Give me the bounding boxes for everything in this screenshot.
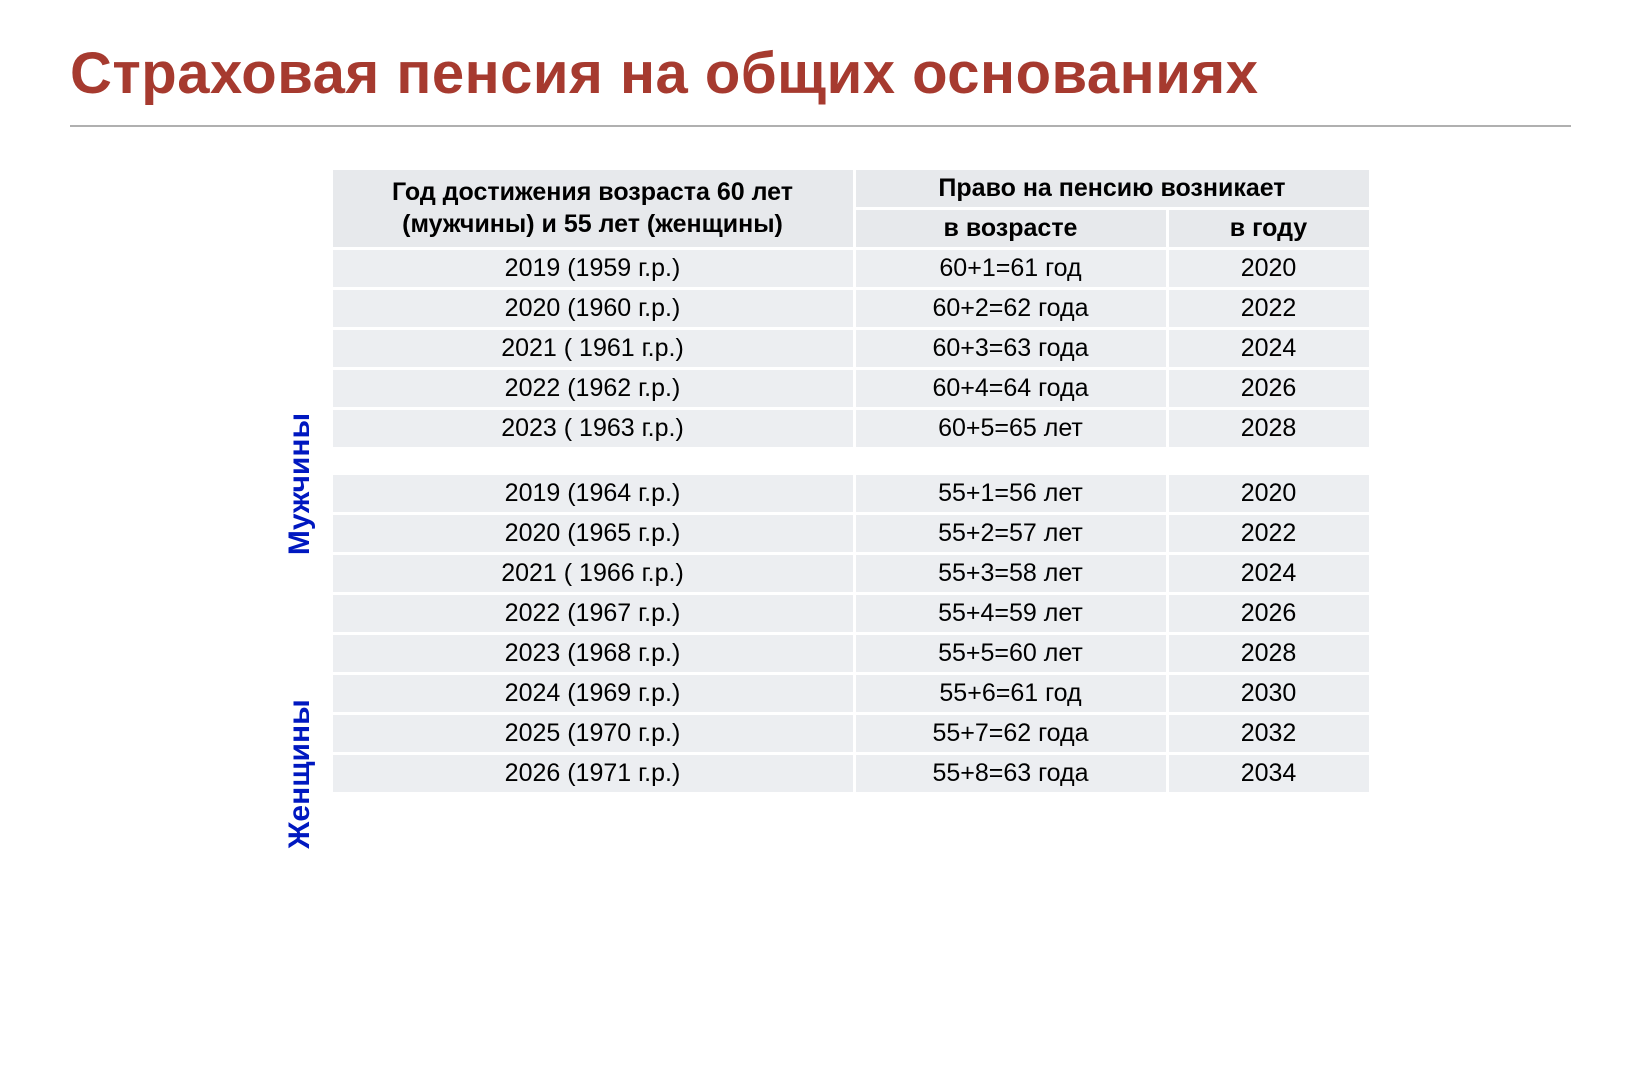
cell-age: 60+3=63 года	[856, 330, 1166, 367]
table-row: 2020 (1965 г.р.)55+2=57 лет2022	[333, 515, 1369, 552]
cell-year-reach: 2022 (1967 г.р.)	[333, 595, 853, 632]
cell-age: 55+2=57 лет	[856, 515, 1166, 552]
cell-year-reach: 2022 (1962 г.р.)	[333, 370, 853, 407]
section-gap	[333, 450, 1369, 472]
cell-year-reach: 2019 (1964 г.р.)	[333, 475, 853, 512]
table-header: Год достижения возраста 60 лет (мужчины)…	[333, 170, 1369, 247]
cell-year-reach: 2023 ( 1963 г.р.)	[333, 410, 853, 447]
cell-age: 55+6=61 год	[856, 675, 1166, 712]
cell-age: 60+2=62 года	[856, 290, 1166, 327]
cell-year: 2020	[1169, 475, 1369, 512]
section-label-women: Женщины	[283, 624, 317, 924]
table-row: 2023 (1968 г.р.)55+5=60 лет2028	[333, 635, 1369, 672]
side-labels-column: Мужчины Женщины	[270, 167, 330, 795]
table-body: 2019 (1959 г.р.)60+1=61 год20202020 (196…	[333, 250, 1369, 792]
cell-year-reach: 2019 (1959 г.р.)	[333, 250, 853, 287]
table-row: 2020 (1960 г.р.)60+2=62 года2022	[333, 290, 1369, 327]
cell-age: 55+1=56 лет	[856, 475, 1166, 512]
cell-year: 2026	[1169, 370, 1369, 407]
table-row: 2026 (1971 г.р.)55+8=63 года2034	[333, 755, 1369, 792]
cell-age: 60+5=65 лет	[856, 410, 1166, 447]
table-row: 2019 (1959 г.р.)60+1=61 год2020	[333, 250, 1369, 287]
title-rule	[70, 125, 1571, 127]
table-row: 2023 ( 1963 г.р.)60+5=65 лет2028	[333, 410, 1369, 447]
cell-year-reach: 2024 (1969 г.р.)	[333, 675, 853, 712]
table-row: 2022 (1967 г.р.)55+4=59 лет2026	[333, 595, 1369, 632]
table-row: 2025 (1970 г.р.)55+7=62 года2032	[333, 715, 1369, 752]
cell-year: 2030	[1169, 675, 1369, 712]
cell-year: 2024	[1169, 330, 1369, 367]
pension-table: Год достижения возраста 60 лет (мужчины)…	[330, 167, 1372, 795]
table-row: 2022 (1962 г.р.)60+4=64 года2026	[333, 370, 1369, 407]
cell-year-reach: 2025 (1970 г.р.)	[333, 715, 853, 752]
cell-year: 2026	[1169, 595, 1369, 632]
cell-age: 55+3=58 лет	[856, 555, 1166, 592]
page: Страховая пенсия на общих основаниях Муж…	[0, 0, 1641, 795]
cell-age: 55+7=62 года	[856, 715, 1166, 752]
cell-year: 2028	[1169, 635, 1369, 672]
table-layout: Мужчины Женщины Год достижения возраста …	[270, 167, 1372, 795]
table-header-row-1: Год достижения возраста 60 лет (мужчины)…	[333, 170, 1369, 207]
header-year: в году	[1169, 210, 1369, 247]
header-age: в возрасте	[856, 210, 1166, 247]
header-year-reach: Год достижения возраста 60 лет (мужчины)…	[333, 170, 853, 247]
cell-year: 2020	[1169, 250, 1369, 287]
cell-year: 2022	[1169, 290, 1369, 327]
table-row: 2021 ( 1966 г.р.)55+3=58 лет2024	[333, 555, 1369, 592]
table-row: 2021 ( 1961 г.р.)60+3=63 года2024	[333, 330, 1369, 367]
cell-age: 55+5=60 лет	[856, 635, 1166, 672]
table-row: 2024 (1969 г.р.)55+6=61 год2030	[333, 675, 1369, 712]
cell-year: 2024	[1169, 555, 1369, 592]
cell-age: 60+1=61 год	[856, 250, 1166, 287]
cell-year: 2022	[1169, 515, 1369, 552]
cell-year: 2034	[1169, 755, 1369, 792]
content-area: Мужчины Женщины Год достижения возраста …	[70, 167, 1571, 795]
cell-year: 2032	[1169, 715, 1369, 752]
table-row: 2019 (1964 г.р.)55+1=56 лет2020	[333, 475, 1369, 512]
cell-age: 55+4=59 лет	[856, 595, 1166, 632]
cell-year-reach: 2026 (1971 г.р.)	[333, 755, 853, 792]
section-label-men: Мужчины	[283, 334, 317, 634]
cell-year-reach: 2021 ( 1966 г.р.)	[333, 555, 853, 592]
cell-year-reach: 2023 (1968 г.р.)	[333, 635, 853, 672]
cell-year-reach: 2020 (1960 г.р.)	[333, 290, 853, 327]
header-right-top: Право на пенсию возникает	[856, 170, 1369, 207]
cell-year-reach: 2020 (1965 г.р.)	[333, 515, 853, 552]
cell-age: 60+4=64 года	[856, 370, 1166, 407]
cell-year-reach: 2021 ( 1961 г.р.)	[333, 330, 853, 367]
cell-year: 2028	[1169, 410, 1369, 447]
cell-age: 55+8=63 года	[856, 755, 1166, 792]
page-title: Страховая пенсия на общих основаниях	[70, 40, 1571, 107]
